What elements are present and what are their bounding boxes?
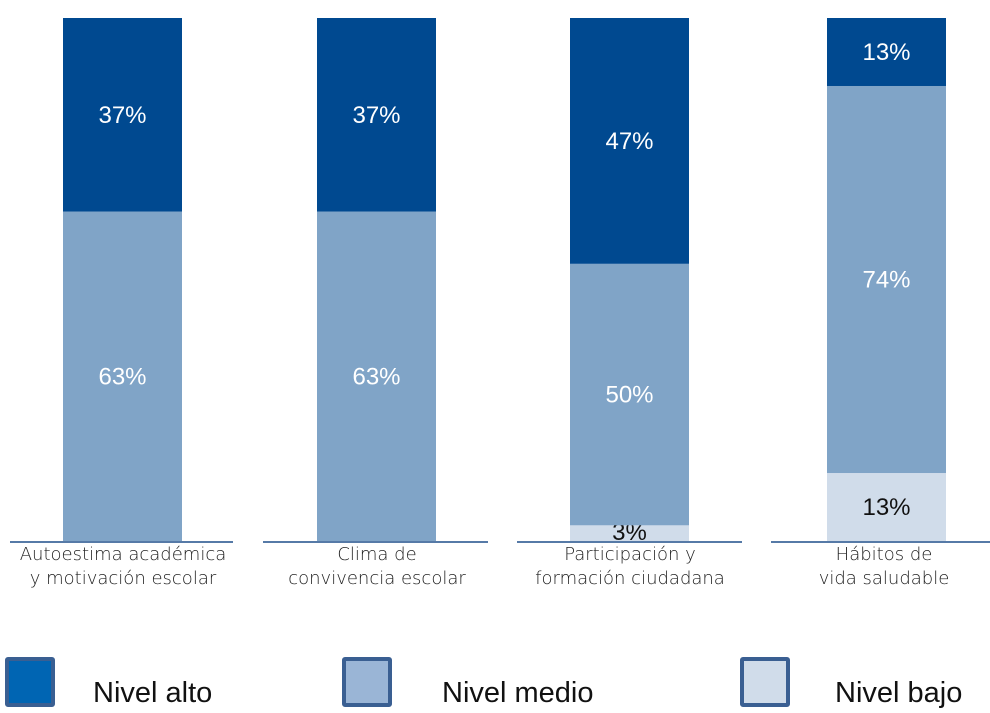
legend-swatch-nivel-alto <box>5 657 55 707</box>
legend-label-nivel-bajo: Nivel bajo <box>835 677 963 709</box>
bar-segment-nivel-medio <box>317 211 436 541</box>
data-label: 13% <box>862 39 910 66</box>
category-label-clima: Clima de convivencia escolar <box>257 543 497 591</box>
bar-segment-nivel-medio <box>570 263 689 526</box>
category-label-line: vida saludable <box>818 568 950 589</box>
data-label: 63% <box>98 363 146 390</box>
data-label: 13% <box>862 494 910 521</box>
data-label: 74% <box>862 267 910 294</box>
data-label: 37% <box>98 102 146 129</box>
category-label-line: y motivación escolar <box>29 568 217 589</box>
category-label-habitos: Hábitos de vida saludable <box>764 543 990 591</box>
category-label-line: Clima de <box>337 544 417 565</box>
legend-label-nivel-alto: Nivel alto <box>93 677 213 709</box>
bar-segment-nivel-alto <box>570 18 689 264</box>
bar-segment-nivel-bajo <box>570 525 689 541</box>
category-label-line: Hábitos de <box>835 544 933 565</box>
data-label: 47% <box>605 128 653 155</box>
bar-segment-nivel-alto <box>317 18 436 212</box>
category-label-autoestima: Autoestima académica y motivación escola… <box>3 543 243 591</box>
bar-segment-nivel-bajo <box>827 473 946 541</box>
legend-swatch-nivel-medio <box>342 657 392 707</box>
data-label: 37% <box>352 102 400 129</box>
bar-segment-nivel-alto <box>63 18 182 212</box>
category-label-participacion: Participación y formación ciudadana <box>510 543 750 591</box>
bar-segment-nivel-medio <box>63 211 182 541</box>
data-label: 63% <box>352 363 400 390</box>
data-label: 50% <box>605 382 653 409</box>
bar-segment-nivel-medio <box>827 85 946 474</box>
bar-segment-nivel-alto <box>827 18 946 86</box>
legend-label-nivel-medio: Nivel medio <box>442 677 594 709</box>
legend-swatch-nivel-bajo <box>740 657 790 707</box>
category-label-line: convivencia escolar <box>288 568 466 589</box>
category-label-line: Autoestima académica <box>19 544 227 565</box>
category-label-line: formación ciudadana <box>535 568 725 589</box>
category-label-line: Participación y <box>564 544 696 565</box>
